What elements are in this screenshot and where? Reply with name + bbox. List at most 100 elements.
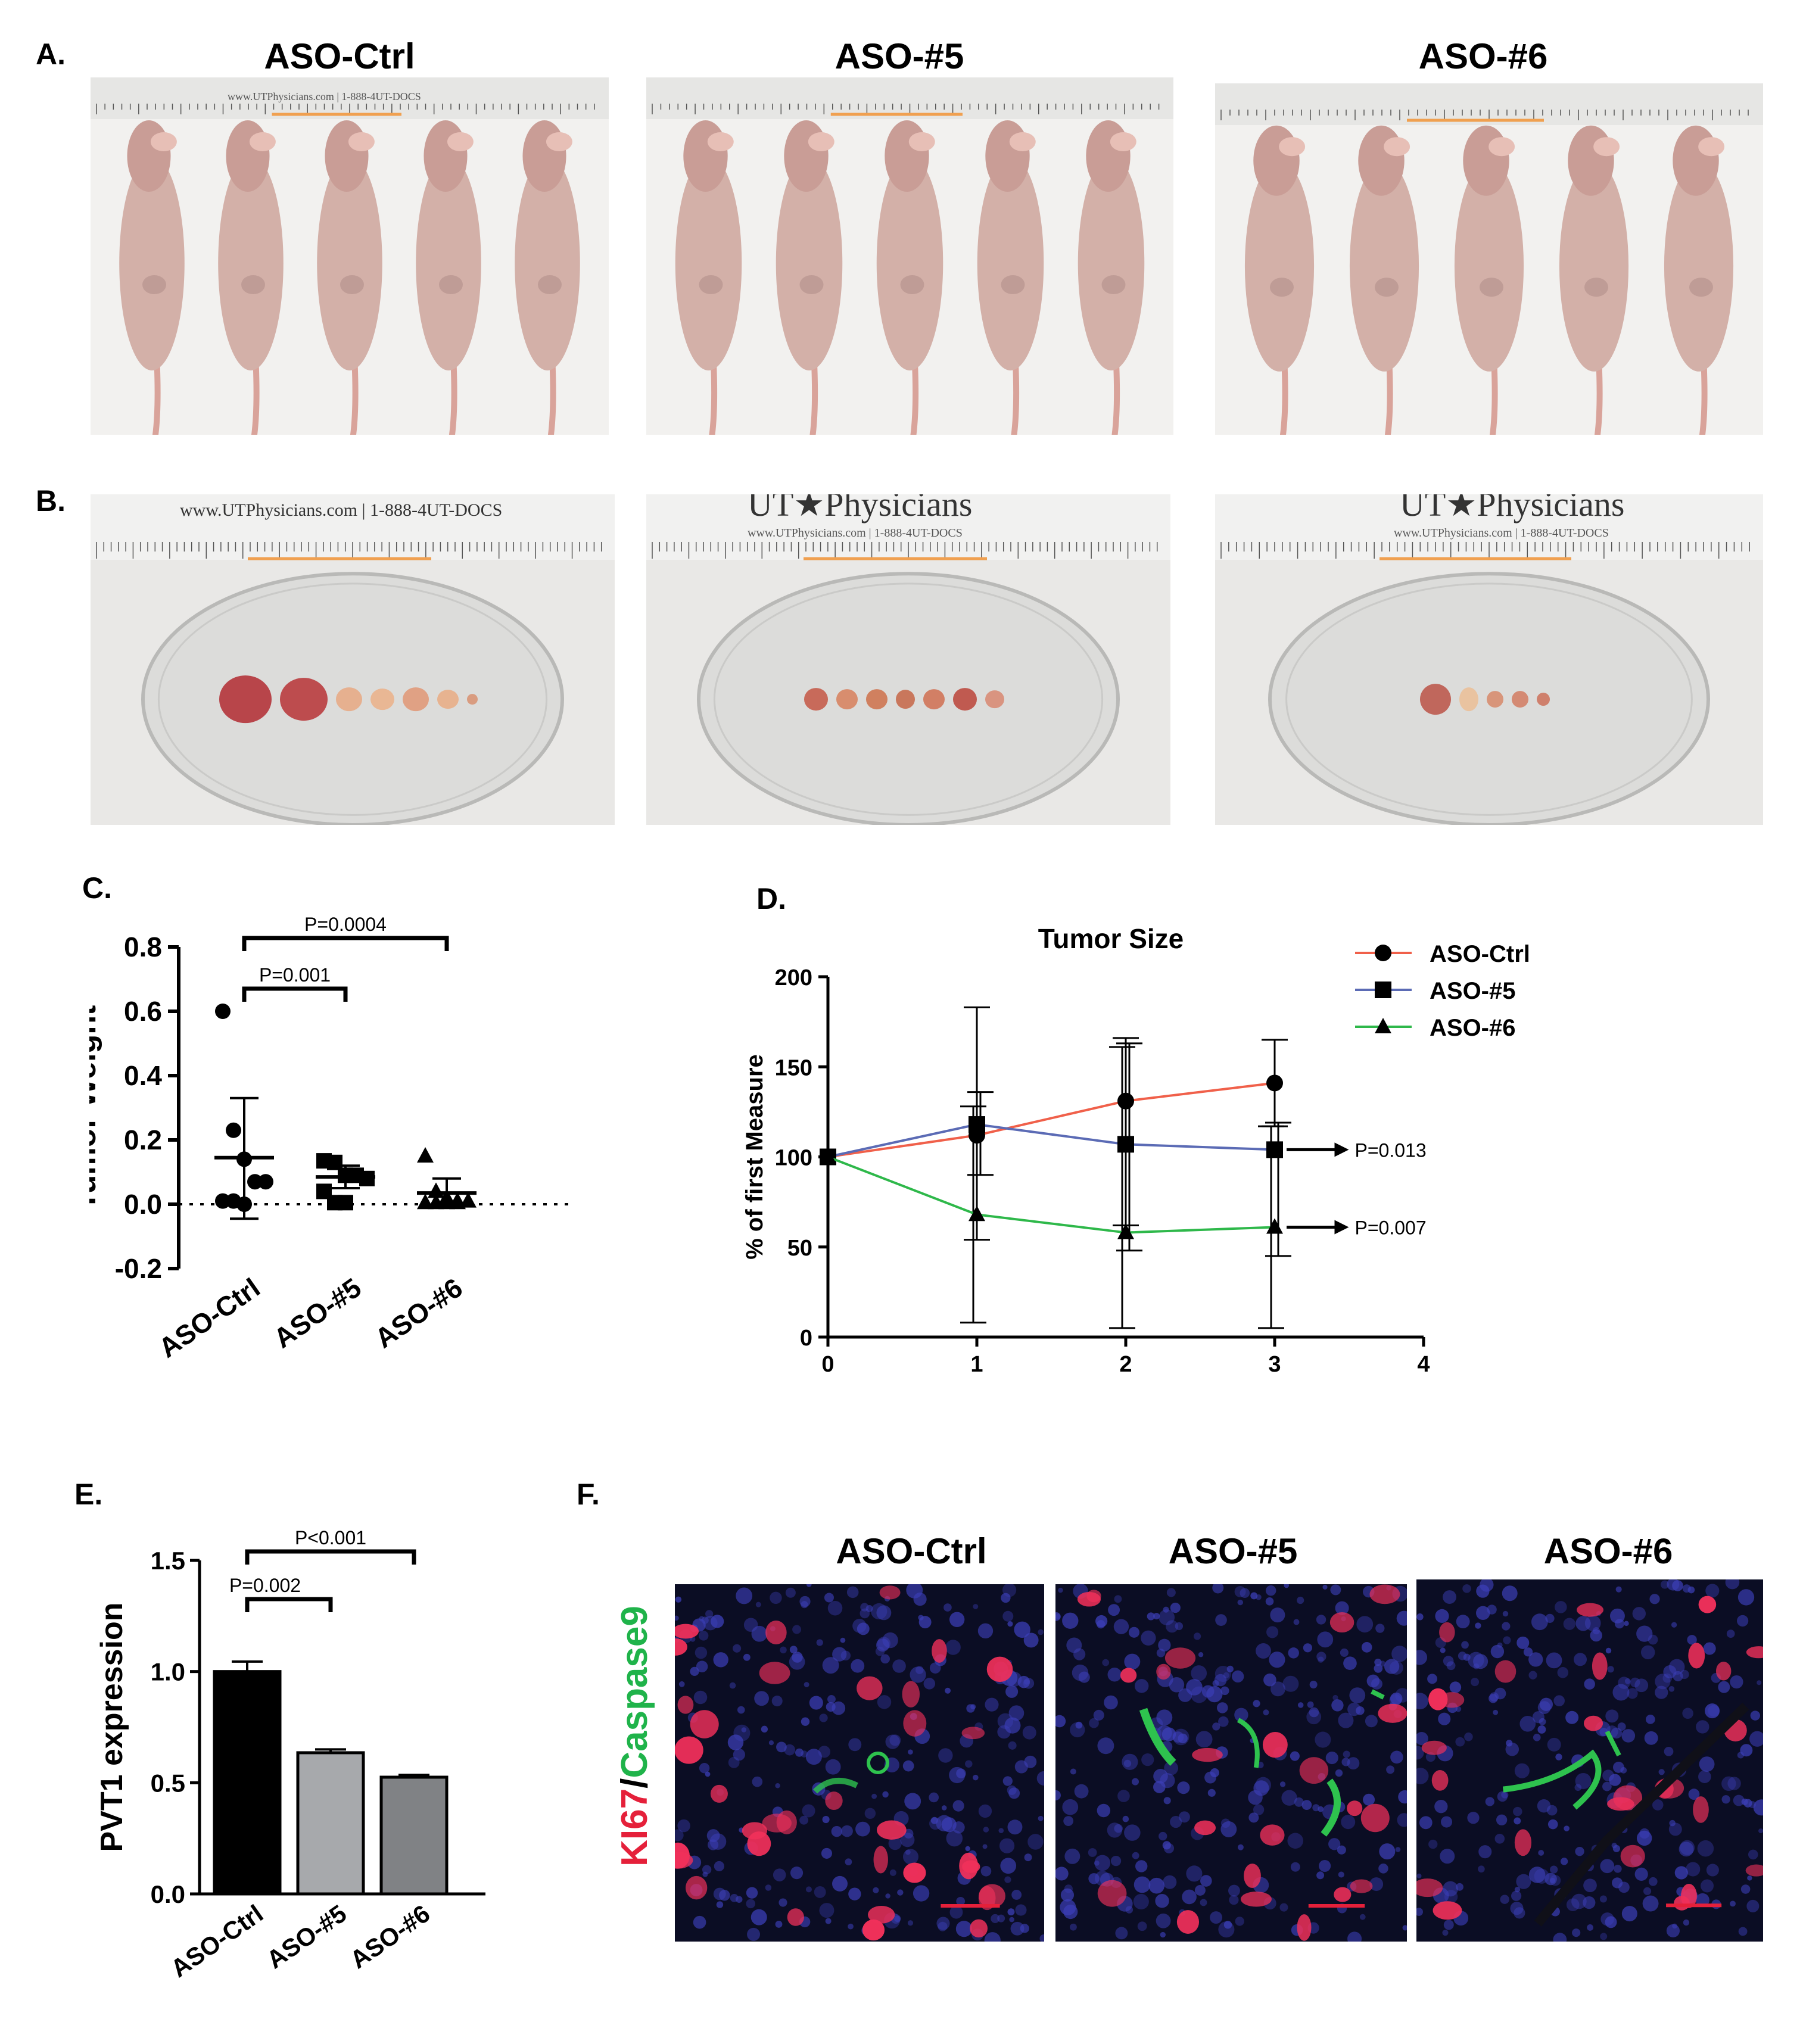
nucleus-dapi — [1186, 1865, 1203, 1882]
nucleus-dapi — [1175, 1622, 1184, 1631]
p-value-label: P=0.0004 — [304, 914, 387, 935]
nucleus-dapi — [1565, 1710, 1579, 1724]
ki67-cell — [1421, 1740, 1447, 1755]
ki67-cell — [1360, 1803, 1390, 1833]
nucleus-dapi — [1089, 1718, 1099, 1728]
nucleus-dapi — [1605, 1916, 1617, 1928]
x-tick-label: ASO-#5 — [261, 1899, 351, 1974]
nucleus-dapi — [938, 1921, 948, 1931]
nucleus-dapi — [1279, 1903, 1288, 1912]
nucleus-dapi — [1698, 1770, 1711, 1783]
nucleus-dapi — [970, 1704, 976, 1710]
nucleus-dapi — [1293, 1619, 1300, 1625]
legend-label: ASO-Ctrl — [1430, 941, 1530, 967]
nucleus-dapi — [880, 1654, 890, 1664]
fluorescence-image-aso5 — [1055, 1584, 1407, 1942]
nucleus-dapi — [1708, 1705, 1720, 1717]
ki67-cell — [710, 1784, 728, 1803]
nucleus-dapi — [900, 1833, 915, 1847]
nucleus-dapi — [703, 1616, 718, 1631]
nucleus-dapi — [746, 1887, 758, 1899]
nucleus-dapi — [765, 1884, 772, 1891]
nucleus-dapi — [1574, 1784, 1582, 1791]
nucleus-dapi — [1078, 1671, 1090, 1683]
ruler-text: www.UTPhysicians.com | 1-888-4UT-DOCS — [180, 500, 503, 520]
ki67-cell — [1607, 1797, 1634, 1811]
ki67-cell — [1428, 1688, 1448, 1710]
nucleus-dapi — [1660, 1580, 1670, 1589]
nucleus-dapi — [965, 1846, 970, 1852]
nucleus-dapi — [1193, 1632, 1201, 1640]
ki67-cell — [902, 1681, 920, 1708]
nucleus-dapi — [1695, 1893, 1709, 1907]
nucleus-dapi — [897, 1889, 904, 1896]
mice-photo-aso5 — [646, 77, 1173, 435]
tumor — [219, 675, 272, 724]
y-tick-label: 0.4 — [124, 1060, 162, 1091]
nucleus-dapi — [1571, 1893, 1587, 1909]
nucleus-dapi — [1309, 1707, 1319, 1718]
y-tick-label: 1.0 — [151, 1658, 185, 1686]
ki67-cell — [1416, 1878, 1443, 1897]
nucleus-dapi — [1441, 1816, 1453, 1828]
nucleus-dapi — [1611, 1843, 1617, 1849]
nucleus-dapi — [736, 1896, 743, 1903]
stain-label: KI67/Caspase9 — [614, 1563, 655, 1909]
nucleus-dapi — [809, 1696, 823, 1710]
ki67-cell — [1120, 1668, 1137, 1683]
nucleus-dapi — [752, 1776, 763, 1787]
nucleus-dapi — [1648, 1877, 1658, 1886]
nucleus-dapi — [702, 1871, 708, 1877]
nucleus-dapi — [761, 1725, 768, 1733]
nucleus-dapi — [814, 1886, 826, 1898]
nucleus-dapi — [1497, 1642, 1503, 1648]
nucleus-dapi — [1555, 1753, 1562, 1761]
nucleus-dapi — [1555, 1601, 1567, 1613]
tumor-bump — [241, 275, 265, 294]
nucleus-dapi — [1194, 1884, 1206, 1896]
nucleus-dapi — [1337, 1845, 1346, 1855]
nucleus-dapi — [1163, 1606, 1169, 1613]
nucleus-dapi — [1505, 1742, 1519, 1756]
nucleus-dapi — [864, 1808, 876, 1819]
nucleus-dapi — [1686, 1862, 1701, 1877]
nucleus-dapi — [1007, 1908, 1015, 1916]
nucleus-dapi — [848, 1923, 854, 1930]
nucleus-dapi — [1134, 1679, 1149, 1693]
tumor-bump — [699, 275, 723, 294]
nucleus-dapi — [1036, 1771, 1044, 1786]
nucleus-dapi — [1620, 1766, 1627, 1774]
nucleus-dapi — [1753, 1799, 1763, 1816]
nucleus-dapi — [801, 1601, 808, 1609]
nucleus-dapi — [1330, 1584, 1341, 1596]
nucleus-dapi — [1560, 1858, 1568, 1865]
mouse-body — [977, 156, 1044, 370]
tumor — [467, 694, 478, 705]
nucleus-dapi — [1038, 1629, 1044, 1635]
nucleus-dapi — [905, 1849, 911, 1855]
mouse-head — [423, 120, 468, 192]
mouse-body — [515, 156, 580, 370]
nucleus-dapi — [1599, 1895, 1607, 1903]
nucleus-dapi — [1374, 1658, 1382, 1666]
ki67-cell — [690, 1710, 719, 1738]
nucleus-dapi — [1416, 1768, 1429, 1784]
nucleus-dapi — [730, 1894, 739, 1902]
group-label-aso5-a: ASO-#5 — [834, 36, 964, 76]
nucleus-dapi — [1390, 1692, 1403, 1705]
nucleus-dapi — [792, 1652, 803, 1663]
nucleus-dapi — [873, 1887, 879, 1893]
nucleus-dapi — [1024, 1679, 1030, 1685]
annotation-arrowhead — [1334, 1220, 1349, 1235]
nucleus-dapi — [1156, 1725, 1172, 1741]
nucleus-dapi — [699, 1763, 710, 1774]
nucleus-dapi — [1063, 1816, 1074, 1826]
tumor — [1512, 691, 1528, 708]
stain-label-ki67: KI67 — [614, 1788, 655, 1867]
nucleus-dapi — [997, 1914, 1005, 1923]
nucleus-dapi — [845, 1858, 852, 1866]
mouse-ear — [150, 132, 177, 151]
nucleus-dapi — [832, 1875, 848, 1892]
nucleus-dapi — [743, 1653, 751, 1661]
nucleus-dapi — [1115, 1927, 1128, 1940]
